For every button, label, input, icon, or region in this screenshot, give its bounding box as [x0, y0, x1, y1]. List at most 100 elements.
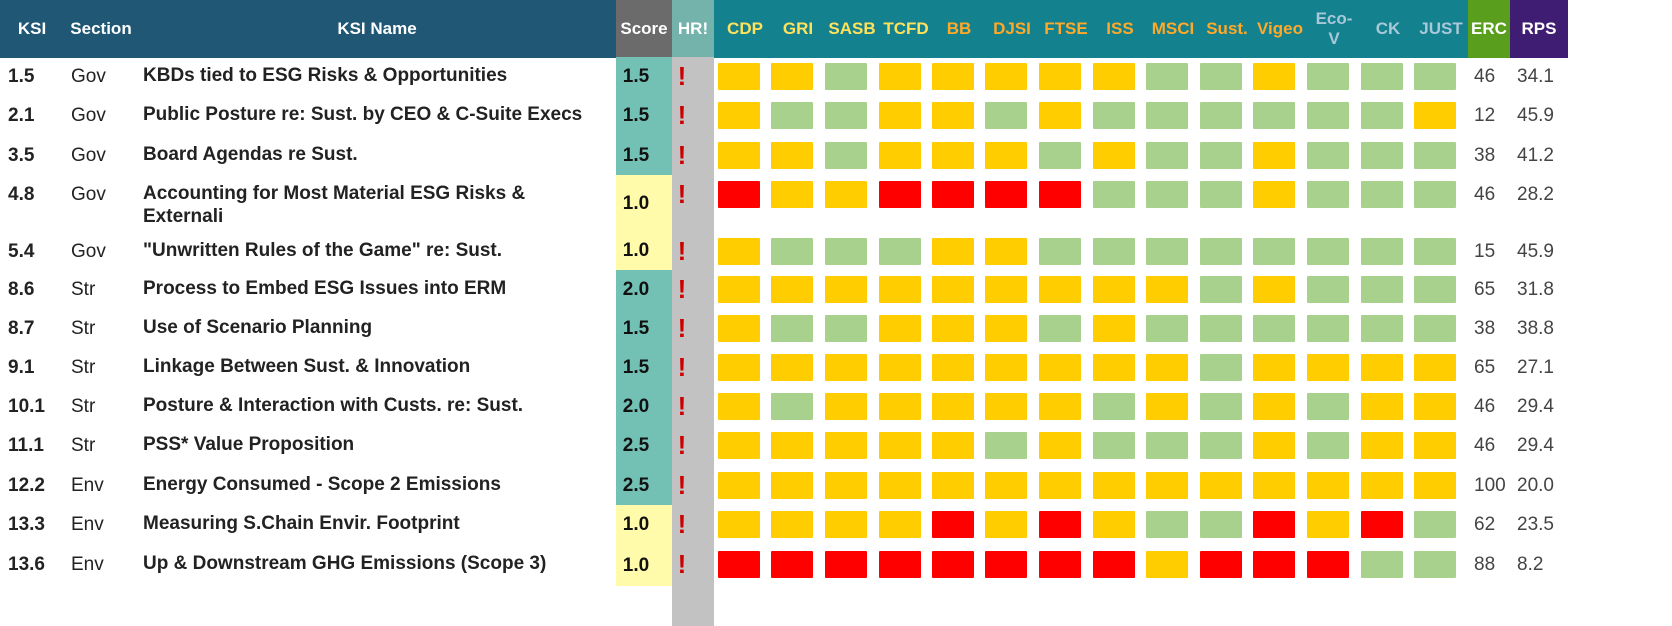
status-square [825, 472, 867, 499]
status-square [771, 393, 813, 420]
status-square [1414, 315, 1456, 342]
row-rps: 45.9 [1517, 240, 1554, 262]
row-rps: 20.0 [1517, 474, 1554, 496]
status-square [1146, 142, 1188, 169]
status-square [718, 315, 760, 342]
row-section: Gov [71, 144, 106, 166]
status-square [932, 472, 974, 499]
header-framework-ecov: Eco- V [1315, 9, 1353, 48]
hr-flag-icon: ! [677, 100, 687, 130]
status-square [825, 181, 867, 208]
header-framework-djsi: DJSI [993, 19, 1031, 38]
row-score: 1.5 [616, 348, 656, 387]
row-ksi: 8.6 [8, 278, 35, 300]
row-section: Env [71, 513, 104, 535]
status-square [771, 181, 813, 208]
status-square [1146, 511, 1188, 538]
status-square [1039, 511, 1081, 538]
status-square [985, 276, 1027, 303]
status-square [1039, 181, 1081, 208]
status-square [1361, 551, 1403, 578]
row-score-fill [656, 309, 672, 348]
status-square [1253, 142, 1295, 169]
row-erc: 46 [1474, 183, 1496, 205]
row-erc: 15 [1474, 240, 1496, 262]
status-square [932, 432, 974, 459]
status-square [1361, 393, 1403, 420]
status-square [1307, 354, 1349, 381]
row-ksi: 11.1 [8, 434, 44, 456]
hr-flag-icon: ! [677, 509, 687, 539]
row-score-fill [656, 545, 672, 586]
row-section: Str [71, 317, 96, 339]
status-square [1253, 63, 1295, 90]
row-ksi: 13.3 [8, 513, 45, 535]
status-square [1093, 432, 1135, 459]
status-square [1414, 181, 1456, 208]
status-square [932, 511, 974, 538]
status-square [1146, 63, 1188, 90]
row-section: Str [71, 395, 96, 417]
row-score-fill [656, 232, 672, 270]
row-rps: 8.2 [1517, 553, 1544, 575]
status-square [932, 142, 974, 169]
status-square [1361, 315, 1403, 342]
row-rps: 28.2 [1517, 183, 1554, 205]
status-square [1146, 432, 1188, 459]
row-erc: 62 [1474, 513, 1496, 535]
status-square [985, 551, 1027, 578]
row-ksi-name: Board Agendas re Sust. [143, 144, 358, 165]
status-square [1039, 102, 1081, 129]
status-square [1093, 276, 1135, 303]
status-square [1414, 63, 1456, 90]
row-score: 1.0 [616, 545, 656, 586]
status-square [985, 315, 1027, 342]
status-square [879, 551, 921, 578]
row-ksi: 12.2 [8, 474, 45, 496]
header-framework-bb: BB [946, 19, 972, 38]
status-square [771, 238, 813, 265]
header-ksi-name: KSI Name [138, 0, 616, 58]
status-square [718, 102, 760, 129]
status-square [1361, 276, 1403, 303]
hr-flag-icon: ! [677, 430, 687, 460]
header-rps: RPS [1510, 0, 1568, 58]
status-square [1361, 511, 1403, 538]
status-square [1200, 102, 1242, 129]
status-square [1307, 551, 1349, 578]
row-score: 1.0 [616, 175, 656, 232]
status-square [1146, 551, 1188, 578]
status-square [985, 238, 1027, 265]
row-score: 2.0 [616, 387, 656, 426]
row-erc: 38 [1474, 317, 1496, 339]
header-framework-gri: GRI [782, 19, 814, 38]
hr-flag-icon: ! [677, 140, 687, 170]
status-square [1200, 393, 1242, 420]
row-section: Env [71, 474, 104, 496]
status-square [985, 142, 1027, 169]
status-square [932, 315, 974, 342]
status-square [985, 393, 1027, 420]
header-framework-msci: MSCI [1151, 19, 1195, 38]
status-square [1093, 102, 1135, 129]
status-square [718, 432, 760, 459]
status-square [1146, 276, 1188, 303]
status-square [1146, 102, 1188, 129]
status-square [1307, 511, 1349, 538]
status-square [985, 102, 1027, 129]
row-score-fill [656, 270, 672, 309]
header-framework-vigeo: Vigeo [1257, 19, 1303, 38]
status-square [771, 551, 813, 578]
status-square [985, 354, 1027, 381]
status-square [1200, 181, 1242, 208]
row-erc: 88 [1474, 553, 1496, 575]
row-ksi-name: Measuring S.Chain Envir. Footprint [143, 513, 460, 534]
status-square [1253, 511, 1295, 538]
status-square [1146, 472, 1188, 499]
header-framework-band [714, 0, 1468, 58]
status-square [1200, 238, 1242, 265]
status-square [1253, 181, 1295, 208]
status-square [1200, 432, 1242, 459]
row-ksi: 9.1 [8, 356, 35, 378]
